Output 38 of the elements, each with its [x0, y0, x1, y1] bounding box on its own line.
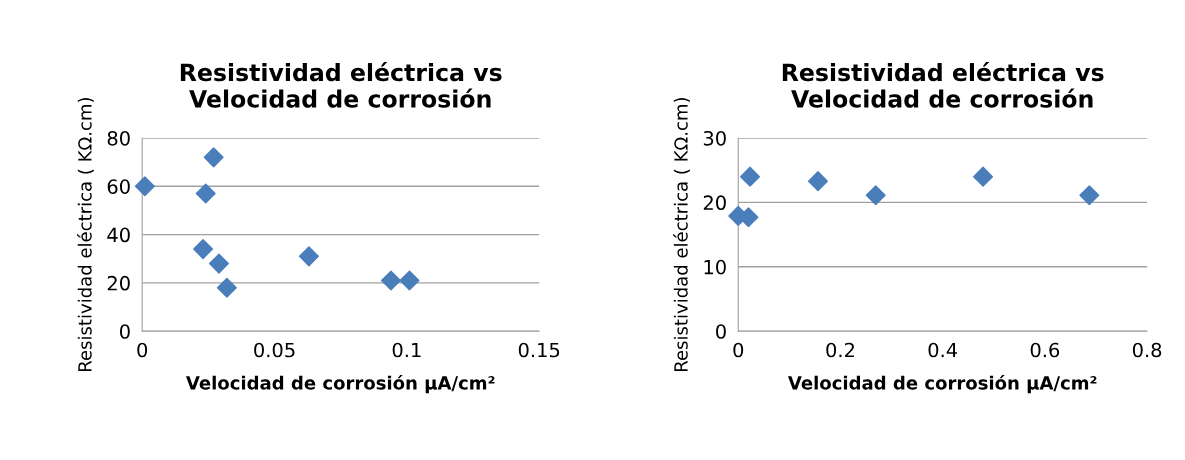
x-tick-label: 0.6	[1030, 342, 1060, 358]
point	[298, 246, 319, 267]
y-tick-label: 0	[716, 324, 726, 339]
x-tick-label: 0.4	[928, 342, 958, 358]
chart-title: Resistividad eléctrica vs Velocidad de corrosión	[782, 62, 1104, 108]
y-axis-title: Resistividad eléctrica ( KΩ.cm)	[673, 97, 690, 371]
point	[739, 166, 761, 187]
point	[807, 171, 828, 192]
y-tick-label: 30	[703, 130, 726, 146]
y-tick-label: 80	[107, 130, 130, 146]
point	[865, 185, 886, 206]
x-tick-label: 0.15	[518, 342, 560, 358]
y-tick-label: 10	[704, 259, 726, 275]
point	[399, 270, 420, 291]
y-tick-label: 40	[107, 227, 130, 243]
y-tick-label: 60	[107, 179, 130, 194]
x-axis-title: Velocidad de corrosión µA/cm²	[787, 375, 1097, 394]
point	[134, 176, 155, 197]
y-tick-label: 0	[120, 324, 130, 339]
point	[380, 270, 401, 291]
chart-title: Resistividad eléctrica vs Velocidad de corrosión	[180, 62, 502, 108]
y-tick-label: 20	[703, 195, 726, 211]
y-tick-label: 20	[107, 275, 130, 291]
y-axis-title: Resistividad eléctrica ( KΩ.cm)	[77, 97, 94, 371]
point	[216, 277, 237, 298]
point	[193, 239, 214, 260]
x-tick-label: 0.8	[1132, 342, 1162, 358]
point	[203, 147, 224, 168]
x-tick-label: 0.1	[392, 342, 421, 358]
point	[195, 183, 216, 204]
point	[973, 166, 994, 187]
x-axis-title: Velocidad de corrosión µA/cm²	[185, 375, 495, 394]
point	[1079, 185, 1100, 206]
point	[208, 253, 229, 274]
x-tick-label: 0	[733, 342, 744, 358]
x-tick-label: 0.2	[826, 342, 854, 358]
x-tick-label: 0	[137, 342, 148, 358]
x-tick-label: 0.05	[254, 342, 295, 358]
